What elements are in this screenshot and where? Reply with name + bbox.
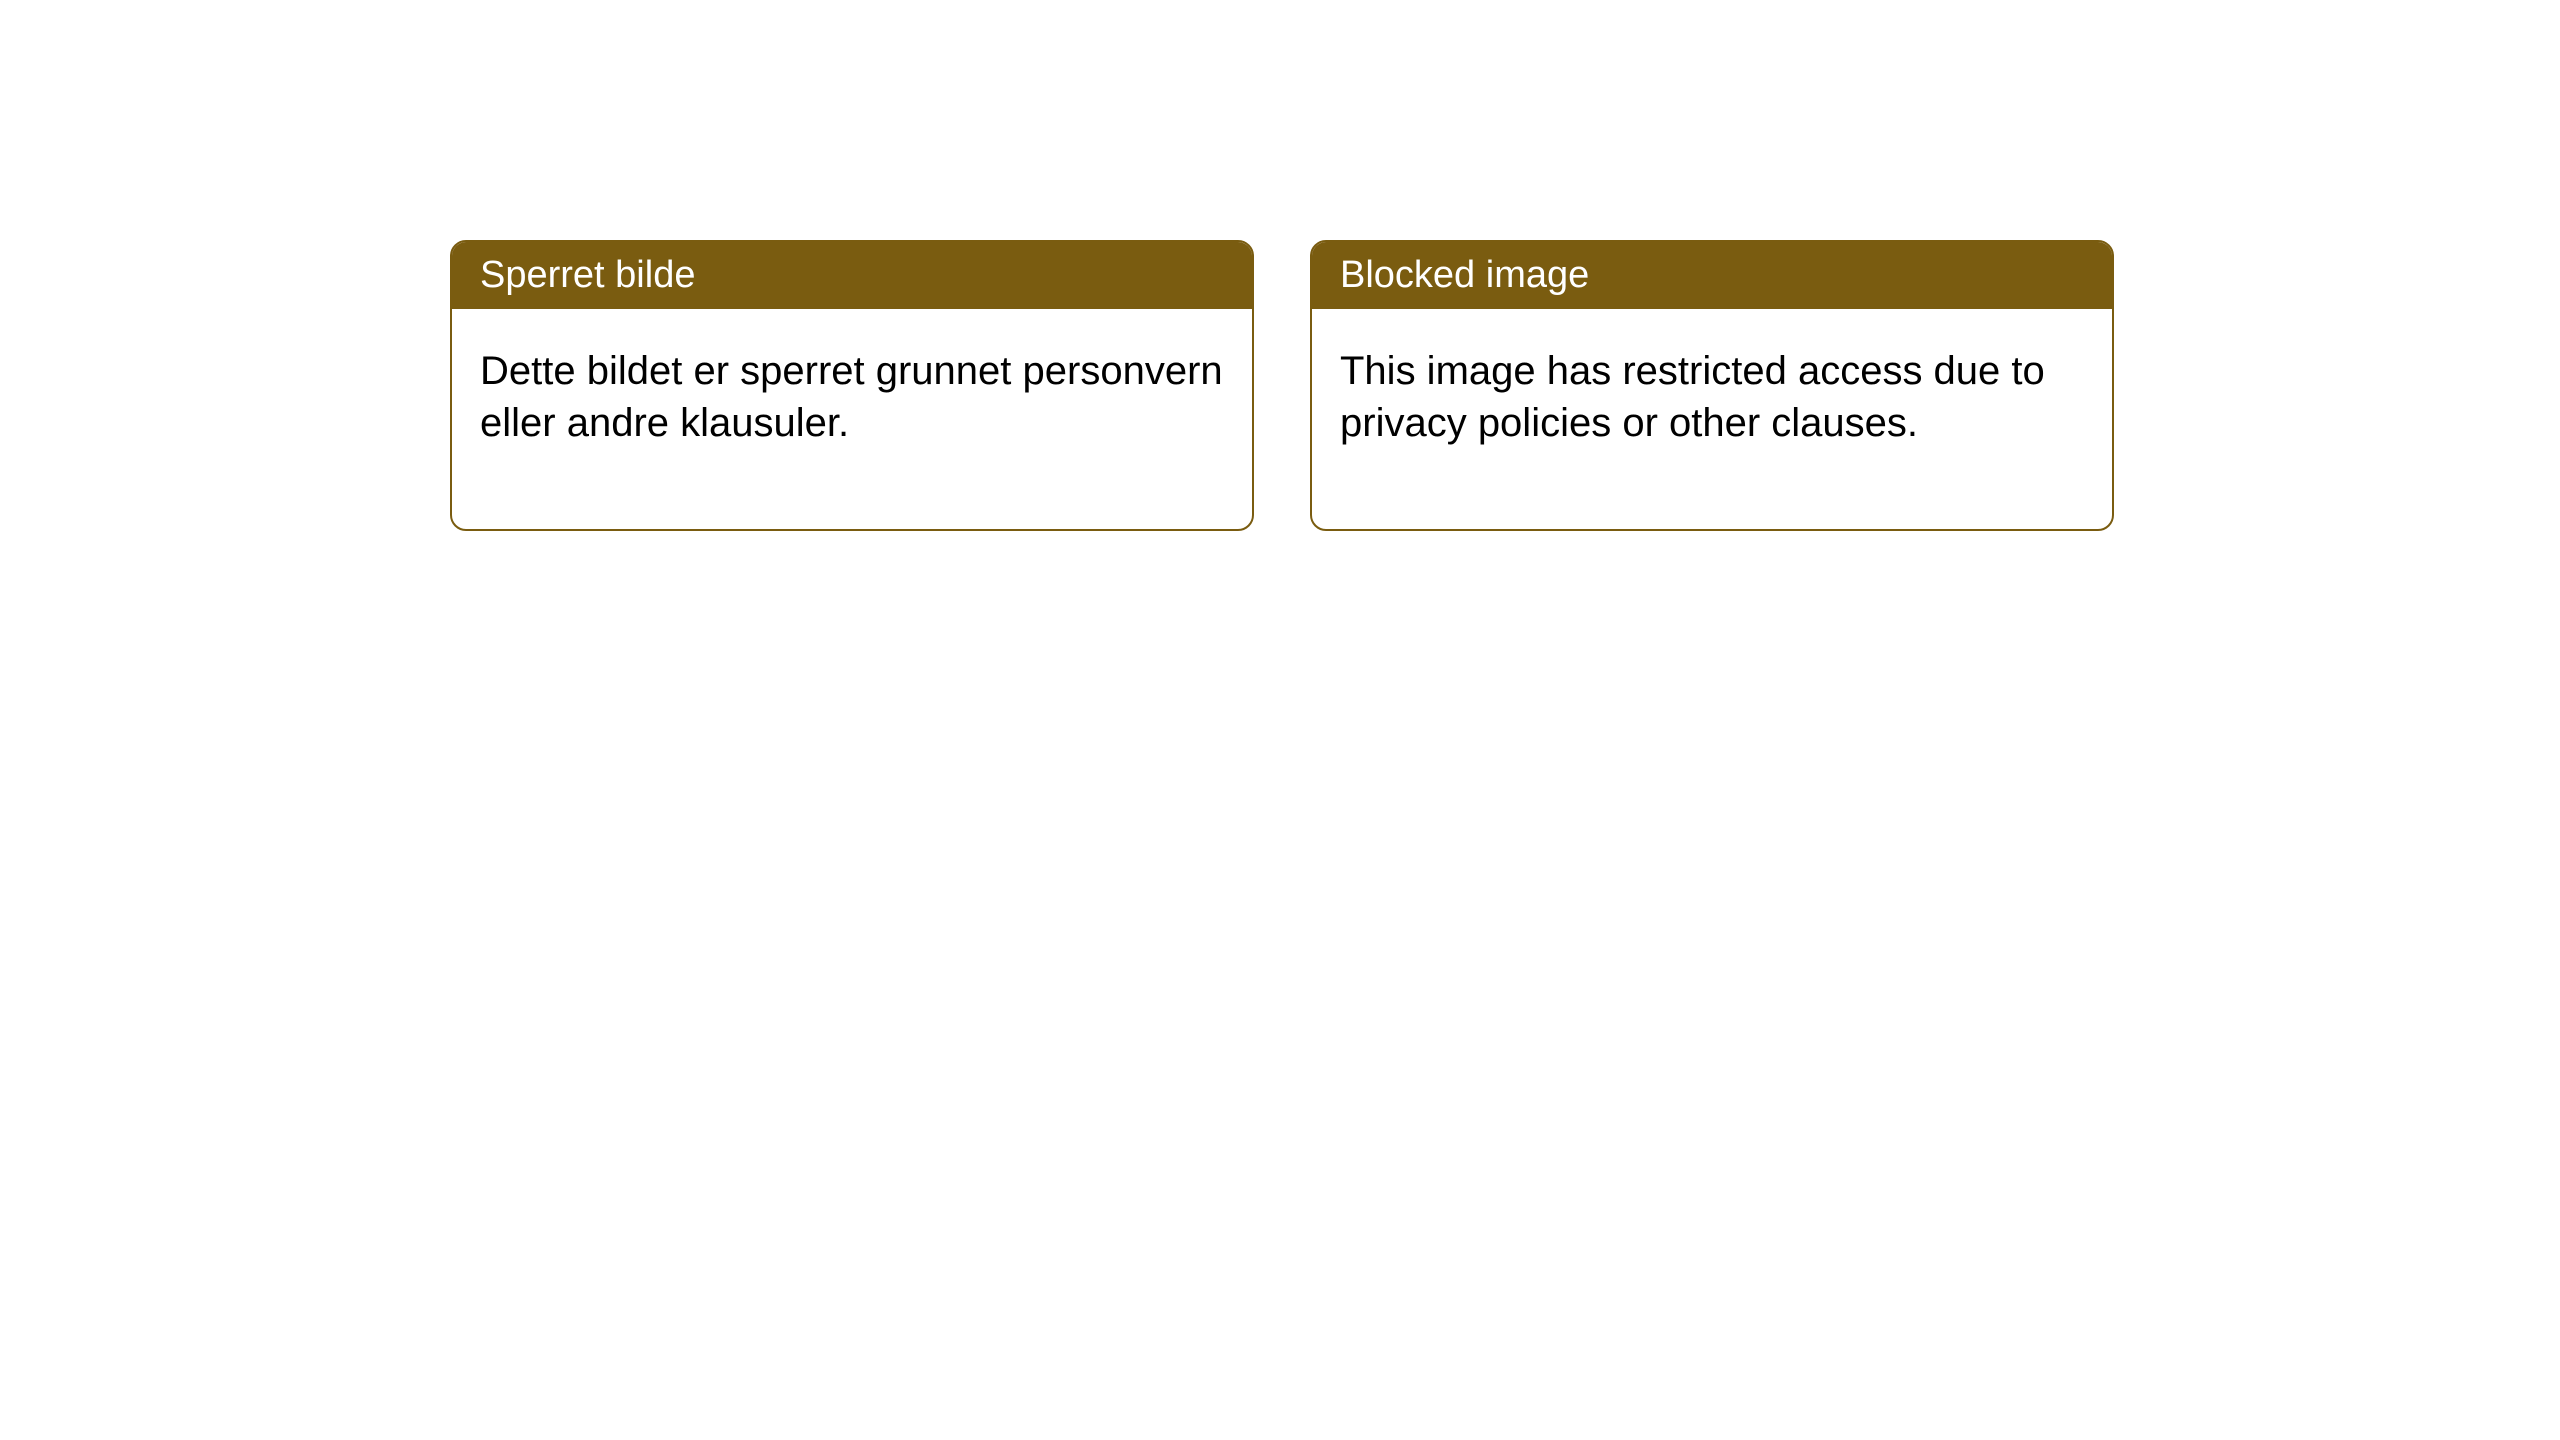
card-body-text: Dette bildet er sperret grunnet personve… (480, 349, 1223, 445)
card-header: Sperret bilde (452, 242, 1252, 309)
card-body: Dette bildet er sperret grunnet personve… (452, 309, 1252, 529)
card-body: This image has restricted access due to … (1312, 309, 2112, 529)
card-title: Sperret bilde (480, 254, 695, 296)
card-title: Blocked image (1340, 254, 1589, 296)
card-body-text: This image has restricted access due to … (1340, 349, 2045, 445)
card-header: Blocked image (1312, 242, 2112, 309)
notice-container: Sperret bilde Dette bildet er sperret gr… (0, 0, 2560, 531)
blocked-image-card-en: Blocked image This image has restricted … (1310, 240, 2114, 531)
blocked-image-card-no: Sperret bilde Dette bildet er sperret gr… (450, 240, 1254, 531)
